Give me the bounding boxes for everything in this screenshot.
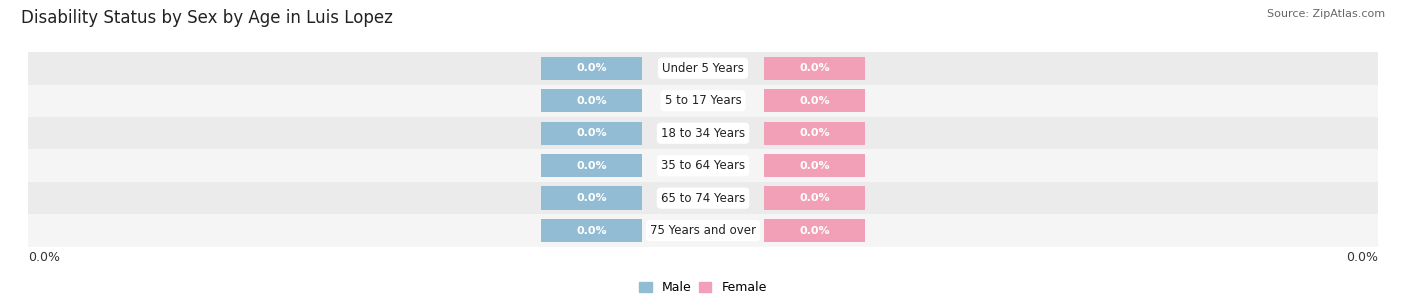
Text: 0.0%: 0.0% <box>799 63 830 73</box>
Bar <box>28 84 1378 117</box>
Text: 5 to 17 Years: 5 to 17 Years <box>665 94 741 107</box>
Bar <box>763 121 865 145</box>
Bar <box>28 214 1378 247</box>
Bar <box>28 182 1378 214</box>
Bar <box>28 117 1378 149</box>
Text: 0.0%: 0.0% <box>576 193 607 203</box>
Text: Disability Status by Sex by Age in Luis Lopez: Disability Status by Sex by Age in Luis … <box>21 9 392 27</box>
Bar <box>541 219 643 242</box>
Legend: Male, Female: Male, Female <box>640 281 766 294</box>
Text: 0.0%: 0.0% <box>28 251 60 264</box>
Bar <box>541 89 643 113</box>
Text: Under 5 Years: Under 5 Years <box>662 62 744 75</box>
Text: 0.0%: 0.0% <box>576 161 607 171</box>
Bar <box>763 89 865 113</box>
Bar <box>763 186 865 210</box>
Bar <box>541 57 643 80</box>
Bar <box>28 52 1378 84</box>
Bar <box>28 149 1378 182</box>
Bar <box>763 154 865 178</box>
Text: 65 to 74 Years: 65 to 74 Years <box>661 192 745 205</box>
Text: 0.0%: 0.0% <box>576 128 607 138</box>
Text: 0.0%: 0.0% <box>799 96 830 106</box>
Text: 0.0%: 0.0% <box>799 226 830 236</box>
Bar <box>541 154 643 178</box>
Bar <box>763 57 865 80</box>
Text: 35 to 64 Years: 35 to 64 Years <box>661 159 745 172</box>
Text: 75 Years and over: 75 Years and over <box>650 224 756 237</box>
Bar <box>541 121 643 145</box>
Text: 18 to 34 Years: 18 to 34 Years <box>661 127 745 140</box>
Text: 0.0%: 0.0% <box>1346 251 1378 264</box>
Text: 0.0%: 0.0% <box>799 161 830 171</box>
Bar <box>541 186 643 210</box>
Text: Source: ZipAtlas.com: Source: ZipAtlas.com <box>1267 9 1385 19</box>
Bar <box>763 219 865 242</box>
Text: 0.0%: 0.0% <box>576 96 607 106</box>
Text: 0.0%: 0.0% <box>576 63 607 73</box>
Text: 0.0%: 0.0% <box>799 128 830 138</box>
Text: 0.0%: 0.0% <box>799 193 830 203</box>
Text: 0.0%: 0.0% <box>576 226 607 236</box>
